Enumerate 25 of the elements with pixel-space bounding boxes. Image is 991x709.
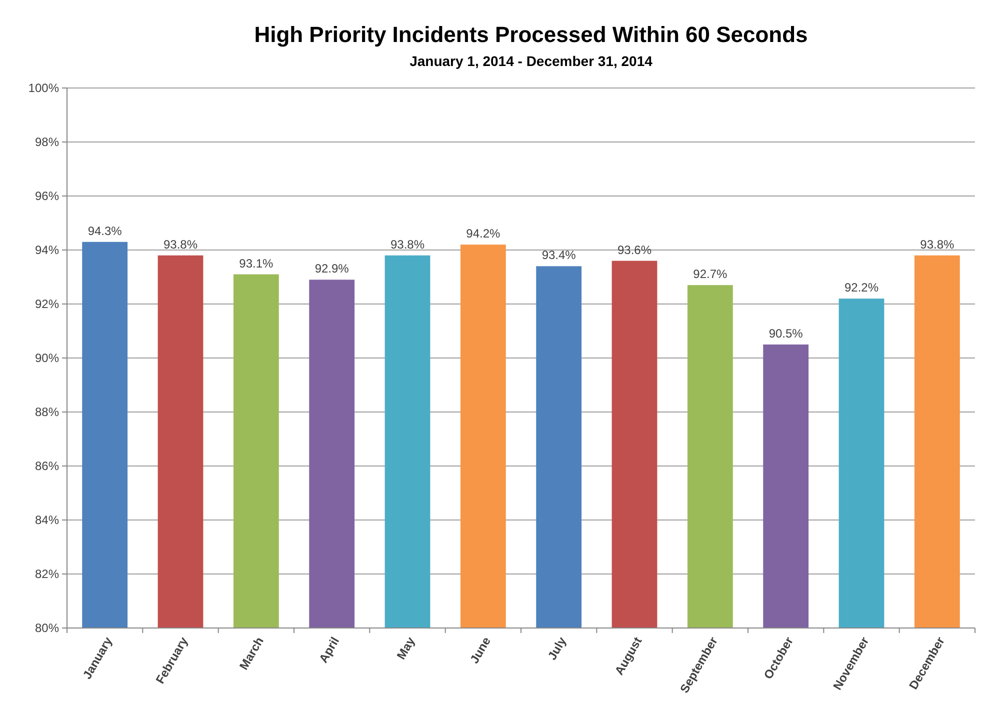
y-tick-label: 92%	[34, 297, 60, 312]
data-label: 92.7%	[693, 267, 728, 282]
y-tick-label: 82%	[34, 567, 60, 582]
data-label: 93.8%	[163, 237, 198, 252]
y-tick-label: 86%	[34, 459, 60, 474]
data-label: 90.5%	[768, 326, 804, 340]
data-label: 93.1%	[239, 256, 274, 270]
data-label: 93.4%	[542, 248, 576, 262]
data-label: 93.6%	[617, 242, 652, 257]
y-tick-label: 94%	[34, 243, 60, 258]
data-label: 93.8%	[390, 237, 425, 252]
data-label: 92.9%	[314, 262, 350, 276]
y-tick-label: 96%	[34, 189, 60, 204]
chart-subtitle: January 1, 2014 - December 31, 2014	[410, 53, 653, 69]
y-tick-label: 84%	[34, 513, 60, 528]
data-label: 93.8%	[920, 237, 955, 252]
chart-title: High Priority Incidents Processed Within 60 Seconds	[254, 22, 808, 47]
y-tick-label: 88%	[34, 405, 60, 420]
y-tick-label: 100%	[28, 81, 60, 96]
y-tick-label: 80%	[34, 621, 60, 636]
data-label: 92.2%	[844, 280, 879, 295]
data-label: 94.3%	[88, 224, 122, 238]
data-label: 94.2%	[466, 226, 501, 241]
y-tick-label: 98%	[34, 135, 60, 150]
y-tick-label: 90%	[34, 351, 60, 366]
